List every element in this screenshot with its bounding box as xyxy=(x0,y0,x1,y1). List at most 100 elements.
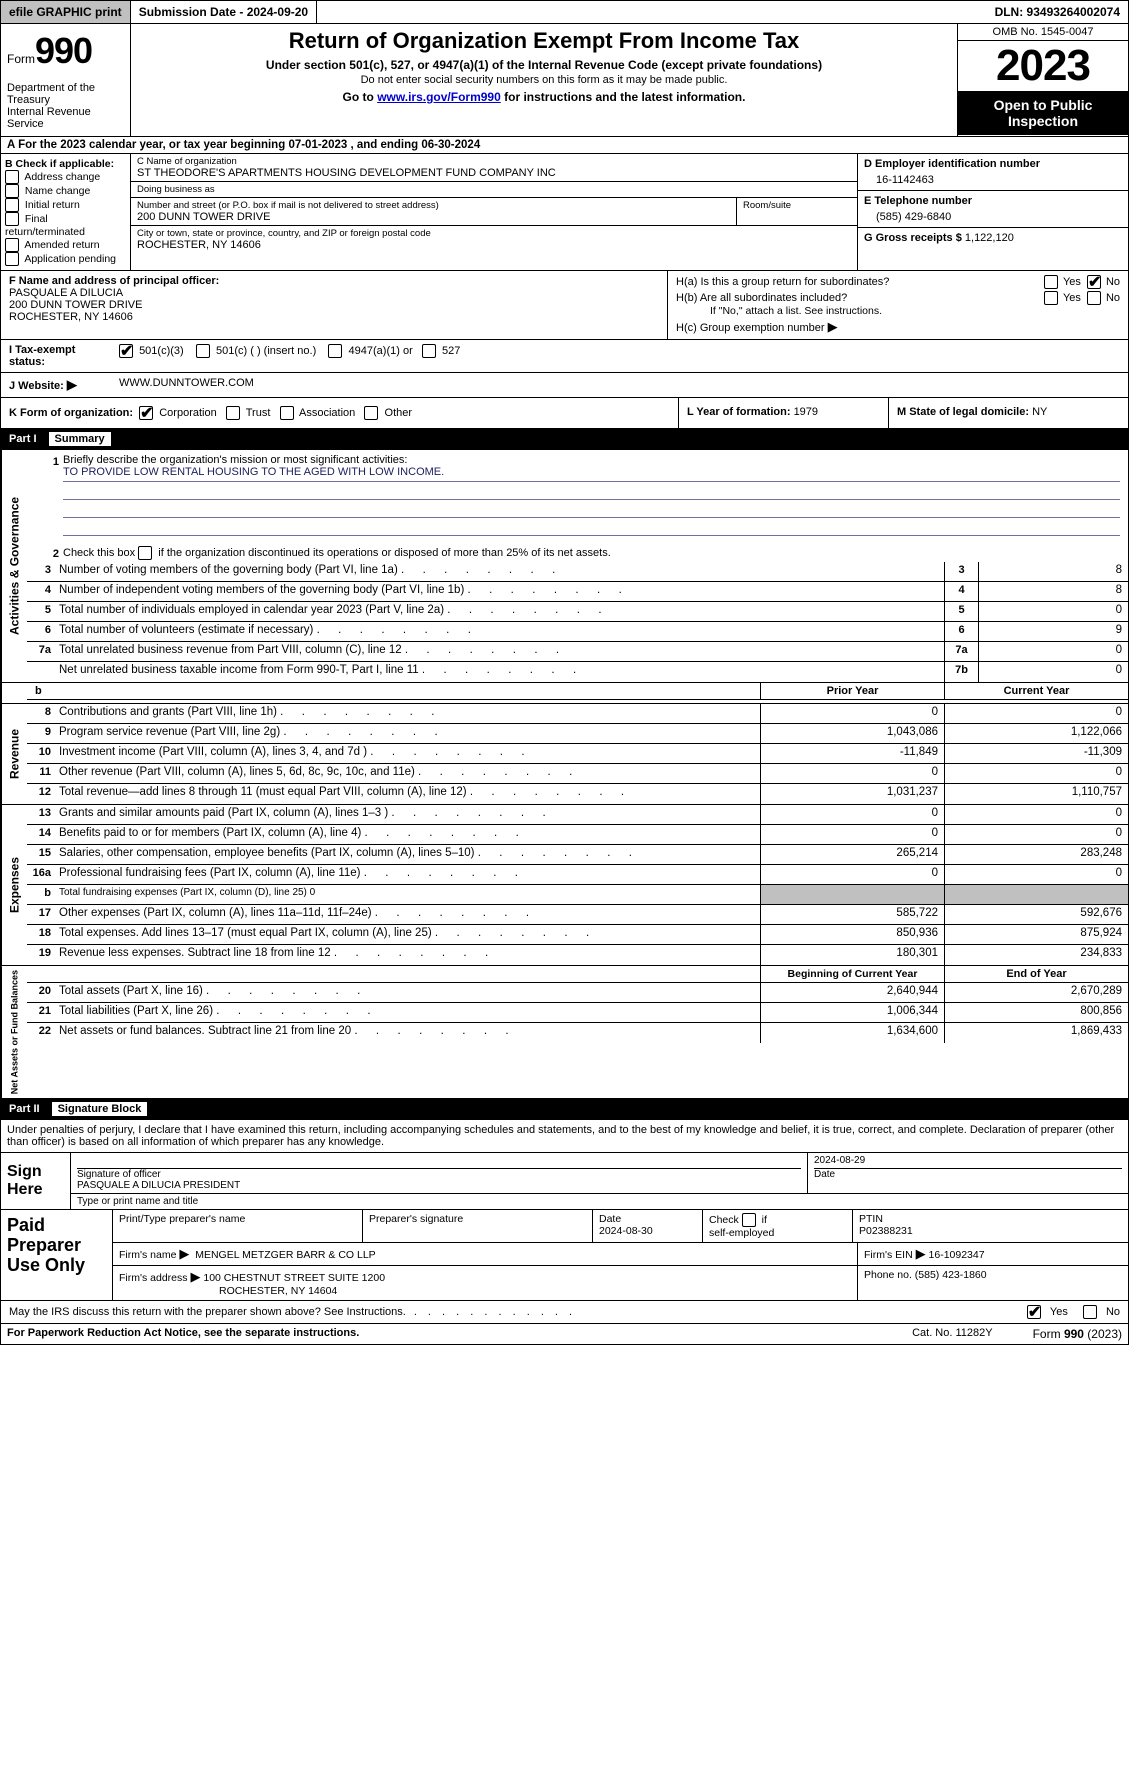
chk-4947[interactable] xyxy=(328,344,342,358)
summary-line: Net unrelated business taxable income fr… xyxy=(27,662,1128,682)
expenses-section: Expenses 13Grants and similar amounts pa… xyxy=(0,805,1129,966)
officer-signature-name: PASQUALE A DILUCIA PRESIDENT xyxy=(77,1180,801,1191)
state-domicile: NY xyxy=(1032,406,1047,418)
chk-address-change[interactable] xyxy=(5,170,19,184)
firm-ein: 16-1092347 xyxy=(929,1249,985,1261)
chk-final-return[interactable] xyxy=(5,212,19,226)
preparer-date: 2024-08-30 xyxy=(599,1225,653,1237)
top-bar: efile GRAPHIC print Submission Date - 20… xyxy=(0,0,1129,24)
discuss-row: May the IRS discuss this return with the… xyxy=(0,1301,1129,1324)
chk-corp[interactable] xyxy=(139,406,153,420)
org-street: 200 DUNN TOWER DRIVE xyxy=(137,211,730,223)
hb-yes[interactable] xyxy=(1044,291,1058,305)
box-b: B Check if applicable: Address change Na… xyxy=(1,154,131,270)
sign-here-block: Sign Here Signature of officer PASQUALE … xyxy=(0,1153,1129,1210)
firm-phone: (585) 423-1860 xyxy=(915,1269,987,1281)
header-boxes: B Check if applicable: Address change Na… xyxy=(0,154,1129,271)
chk-app-pending[interactable] xyxy=(5,252,19,266)
form-header: Form990 Department of the Treasury Inter… xyxy=(0,24,1129,137)
form-subtitle: Under section 501(c), 527, or 4947(a)(1)… xyxy=(139,58,949,72)
sig-date: 2024-08-29 xyxy=(814,1155,1122,1169)
year-formation: 1979 xyxy=(794,406,818,418)
form990-link[interactable]: www.irs.gov/Form990 xyxy=(377,90,501,104)
summary-line: 5Total number of individuals employed in… xyxy=(27,602,1128,622)
chk-self-employed[interactable] xyxy=(742,1213,756,1227)
open-to-public: Open to Public Inspection xyxy=(958,91,1128,135)
org-name: ST THEODORE'S APARTMENTS HOUSING DEVELOP… xyxy=(137,167,851,179)
activities-governance: Activities & Governance 1 Briefly descri… xyxy=(0,450,1129,683)
form-title: Return of Organization Exempt From Incom… xyxy=(139,28,949,54)
summary-line: 12Total revenue—add lines 8 through 11 (… xyxy=(27,784,1128,804)
row-i: I Tax-exempt status: 501(c)(3) 501(c) ( … xyxy=(0,340,1129,373)
side-revenue: Revenue xyxy=(1,704,27,804)
tax-year: 2023 xyxy=(958,41,1128,91)
hb-no[interactable] xyxy=(1087,291,1101,305)
goto-line: Go to www.irs.gov/Form990 for instructio… xyxy=(139,90,949,104)
summary-line: 17Other expenses (Part IX, column (A), l… xyxy=(27,905,1128,925)
box-c: C Name of organization ST THEODORE'S APA… xyxy=(131,154,858,270)
submission-date: Submission Date - 2024-09-20 xyxy=(131,1,317,23)
ein: 16-1142463 xyxy=(864,170,1122,186)
summary-line: 15Salaries, other compensation, employee… xyxy=(27,845,1128,865)
box-deg: D Employer identification number 16-1142… xyxy=(858,154,1128,270)
firm-name: MENGEL METZGER BARR & CO LLP xyxy=(195,1249,375,1261)
summary-line: 19Revenue less expenses. Subtract line 1… xyxy=(27,945,1128,965)
chk-assoc[interactable] xyxy=(280,406,294,420)
ha-no[interactable] xyxy=(1087,275,1101,289)
summary-line: 21Total liabilities (Part X, line 26) . … xyxy=(27,1003,1128,1023)
summary-line: bTotal fundraising expenses (Part IX, co… xyxy=(27,885,1128,905)
side-netassets: Net Assets or Fund Balances xyxy=(1,966,27,1098)
form-number: Form990 xyxy=(7,30,124,72)
chk-other[interactable] xyxy=(364,406,378,420)
discuss-no[interactable] xyxy=(1083,1305,1097,1319)
chk-discontinued[interactable] xyxy=(138,546,152,560)
summary-line: 20Total assets (Part X, line 16) . . . .… xyxy=(27,983,1128,1003)
officer-street: 200 DUNN TOWER DRIVE xyxy=(9,299,659,311)
summary-line: 9Program service revenue (Part VIII, lin… xyxy=(27,724,1128,744)
side-expenses: Expenses xyxy=(1,805,27,965)
summary-line: 11Other revenue (Part VIII, column (A), … xyxy=(27,764,1128,784)
ssn-warning: Do not enter social security numbers on … xyxy=(139,74,949,86)
chk-527[interactable] xyxy=(422,344,436,358)
netassets-header: Net Assets or Fund Balances Beginning of… xyxy=(0,966,1129,1099)
discuss-yes[interactable] xyxy=(1027,1305,1041,1319)
summary-line: 22Net assets or fund balances. Subtract … xyxy=(27,1023,1128,1043)
chk-name-change[interactable] xyxy=(5,184,19,198)
summary-line: 13Grants and similar amounts paid (Part … xyxy=(27,805,1128,825)
mission-text: TO PROVIDE LOW RENTAL HOUSING TO THE AGE… xyxy=(63,466,1120,482)
summary-line: 7aTotal unrelated business revenue from … xyxy=(27,642,1128,662)
part2-header: Part II Signature Block xyxy=(0,1099,1129,1120)
efile-print-button[interactable]: efile GRAPHIC print xyxy=(1,1,131,23)
revenue-section: Revenue 8Contributions and grants (Part … xyxy=(0,704,1129,805)
gross-receipts: 1,122,120 xyxy=(965,232,1014,244)
summary-line: 6Total number of volunteers (estimate if… xyxy=(27,622,1128,642)
summary-line: 10Investment income (Part VIII, column (… xyxy=(27,744,1128,764)
signature-intro: Under penalties of perjury, I declare th… xyxy=(0,1120,1129,1153)
summary-line: 8Contributions and grants (Part VIII, li… xyxy=(27,704,1128,724)
chk-501c3[interactable] xyxy=(119,344,133,358)
omb-number: OMB No. 1545-0047 xyxy=(958,24,1128,41)
page-footer: For Paperwork Reduction Act Notice, see … xyxy=(0,1324,1129,1345)
prior-current-header: b Prior Year Current Year xyxy=(0,683,1129,704)
chk-initial-return[interactable] xyxy=(5,198,19,212)
website: WWW.DUNNTOWER.COM xyxy=(111,373,1128,397)
ha-yes[interactable] xyxy=(1044,275,1058,289)
paid-preparer-block: Paid Preparer Use Only Print/Type prepar… xyxy=(0,1210,1129,1301)
firm-addr2: ROCHESTER, NY 14604 xyxy=(119,1285,337,1297)
dept-treasury: Department of the Treasury xyxy=(7,82,124,106)
chk-trust[interactable] xyxy=(226,406,240,420)
firm-addr1: 100 CHESTNUT STREET SUITE 1200 xyxy=(203,1272,385,1284)
summary-line: 16aProfessional fundraising fees (Part I… xyxy=(27,865,1128,885)
summary-line: 4Number of independent voting members of… xyxy=(27,582,1128,602)
row-j: J Website: ▶ WWW.DUNNTOWER.COM xyxy=(0,373,1129,398)
side-ag: Activities & Governance xyxy=(1,450,27,682)
officer-city: ROCHESTER, NY 14606 xyxy=(9,311,659,323)
dln: DLN: 93493264002074 xyxy=(987,1,1128,23)
summary-line: 14Benefits paid to or for members (Part … xyxy=(27,825,1128,845)
org-city: ROCHESTER, NY 14606 xyxy=(137,239,851,251)
telephone: (585) 429-6840 xyxy=(864,207,1122,223)
officer-name: PASQUALE A DILUCIA xyxy=(9,287,659,299)
summary-line: 3Number of voting members of the governi… xyxy=(27,562,1128,582)
chk-501c[interactable] xyxy=(196,344,210,358)
chk-amended[interactable] xyxy=(5,238,19,252)
